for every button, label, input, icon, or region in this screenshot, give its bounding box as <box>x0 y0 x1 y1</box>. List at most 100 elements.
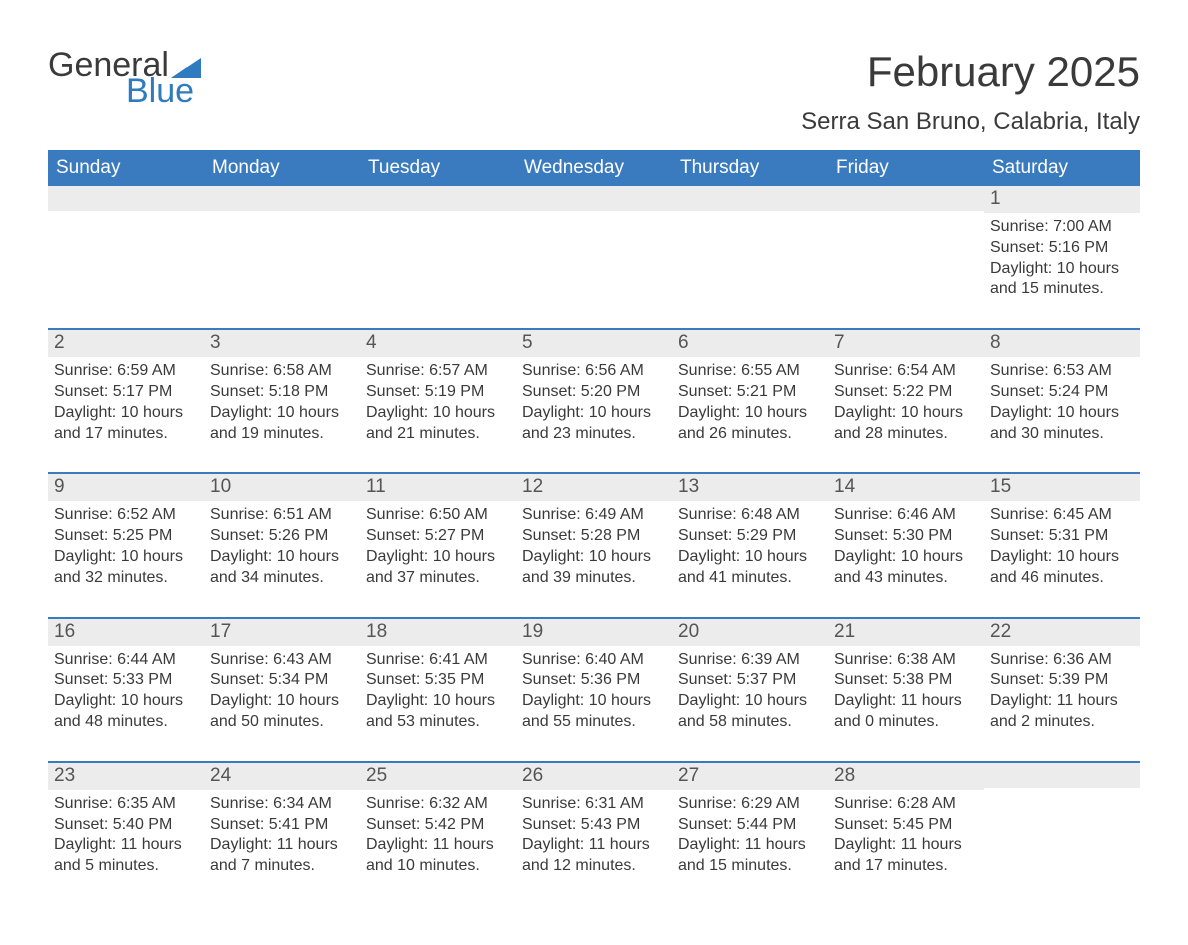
day-cell: 28Sunrise: 6:28 AMSunset: 5:45 PMDayligh… <box>828 763 984 905</box>
sunrise-line: Sunrise: 6:46 AM <box>834 505 978 526</box>
day-cell: 5Sunrise: 6:56 AMSunset: 5:20 PMDaylight… <box>516 330 672 472</box>
day-body: Sunrise: 6:29 AMSunset: 5:44 PMDaylight:… <box>672 790 828 877</box>
day-body: Sunrise: 6:50 AMSunset: 5:27 PMDaylight:… <box>360 501 516 588</box>
daylight-line-1: Daylight: 10 hours <box>678 403 822 424</box>
daylight-line-1: Daylight: 11 hours <box>366 835 510 856</box>
daylight-line-2: and 15 minutes. <box>990 279 1134 300</box>
header-row: General Blue February 2025 Serra San Bru… <box>48 48 1140 136</box>
day-body: Sunrise: 6:43 AMSunset: 5:34 PMDaylight:… <box>204 646 360 733</box>
day-cell <box>984 763 1140 905</box>
daylight-line-1: Daylight: 10 hours <box>522 403 666 424</box>
daylight-line-2: and 15 minutes. <box>678 856 822 877</box>
day-cell <box>828 186 984 328</box>
sunset-line: Sunset: 5:16 PM <box>990 238 1134 259</box>
month-title: February 2025 <box>801 48 1140 96</box>
day-number: 19 <box>516 619 672 646</box>
sunset-line: Sunset: 5:36 PM <box>522 670 666 691</box>
sunrise-line: Sunrise: 6:59 AM <box>54 361 198 382</box>
day-cell <box>516 186 672 328</box>
sunrise-line: Sunrise: 6:45 AM <box>990 505 1134 526</box>
day-number: 10 <box>204 474 360 501</box>
day-cell: 12Sunrise: 6:49 AMSunset: 5:28 PMDayligh… <box>516 474 672 616</box>
week-row: 23Sunrise: 6:35 AMSunset: 5:40 PMDayligh… <box>48 761 1140 905</box>
daylight-line-2: and 34 minutes. <box>210 568 354 589</box>
weekday-label: Saturday <box>984 151 1140 186</box>
sunset-line: Sunset: 5:29 PM <box>678 526 822 547</box>
daylight-line-2: and 23 minutes. <box>522 424 666 445</box>
day-body <box>672 211 828 215</box>
daylight-line-1: Daylight: 11 hours <box>522 835 666 856</box>
weekday-label: Wednesday <box>516 151 672 186</box>
daylight-line-1: Daylight: 10 hours <box>366 403 510 424</box>
sunset-line: Sunset: 5:24 PM <box>990 382 1134 403</box>
day-number: 2 <box>48 330 204 357</box>
sunset-line: Sunset: 5:20 PM <box>522 382 666 403</box>
day-body: Sunrise: 6:32 AMSunset: 5:42 PMDaylight:… <box>360 790 516 877</box>
daylight-line-1: Daylight: 10 hours <box>54 547 198 568</box>
day-body: Sunrise: 6:55 AMSunset: 5:21 PMDaylight:… <box>672 357 828 444</box>
daylight-line-2: and 55 minutes. <box>522 712 666 733</box>
daylight-line-1: Daylight: 10 hours <box>54 403 198 424</box>
day-number: 3 <box>204 330 360 357</box>
daylight-line-2: and 50 minutes. <box>210 712 354 733</box>
day-body: Sunrise: 6:56 AMSunset: 5:20 PMDaylight:… <box>516 357 672 444</box>
sunset-line: Sunset: 5:18 PM <box>210 382 354 403</box>
day-cell <box>204 186 360 328</box>
day-number: 7 <box>828 330 984 357</box>
weekday-label: Thursday <box>672 151 828 186</box>
sunset-line: Sunset: 5:21 PM <box>678 382 822 403</box>
sunset-line: Sunset: 5:22 PM <box>834 382 978 403</box>
day-cell: 27Sunrise: 6:29 AMSunset: 5:44 PMDayligh… <box>672 763 828 905</box>
daylight-line-1: Daylight: 10 hours <box>990 259 1134 280</box>
day-body: Sunrise: 6:38 AMSunset: 5:38 PMDaylight:… <box>828 646 984 733</box>
day-body: Sunrise: 6:40 AMSunset: 5:36 PMDaylight:… <box>516 646 672 733</box>
day-number: 4 <box>360 330 516 357</box>
day-body: Sunrise: 6:52 AMSunset: 5:25 PMDaylight:… <box>48 501 204 588</box>
daylight-line-2: and 46 minutes. <box>990 568 1134 589</box>
sunrise-line: Sunrise: 6:56 AM <box>522 361 666 382</box>
day-cell: 2Sunrise: 6:59 AMSunset: 5:17 PMDaylight… <box>48 330 204 472</box>
sunset-line: Sunset: 5:41 PM <box>210 815 354 836</box>
daylight-line-1: Daylight: 11 hours <box>990 691 1134 712</box>
daylight-line-2: and 39 minutes. <box>522 568 666 589</box>
sunrise-line: Sunrise: 7:00 AM <box>990 217 1134 238</box>
day-cell: 11Sunrise: 6:50 AMSunset: 5:27 PMDayligh… <box>360 474 516 616</box>
day-number: 23 <box>48 763 204 790</box>
day-number <box>48 186 204 211</box>
daylight-line-1: Daylight: 10 hours <box>366 691 510 712</box>
calendar: Sunday Monday Tuesday Wednesday Thursday… <box>48 150 1140 905</box>
day-number: 22 <box>984 619 1140 646</box>
sunrise-line: Sunrise: 6:41 AM <box>366 650 510 671</box>
day-number: 24 <box>204 763 360 790</box>
daylight-line-1: Daylight: 10 hours <box>834 403 978 424</box>
sunrise-line: Sunrise: 6:48 AM <box>678 505 822 526</box>
day-number: 12 <box>516 474 672 501</box>
day-body: Sunrise: 6:41 AMSunset: 5:35 PMDaylight:… <box>360 646 516 733</box>
day-number: 27 <box>672 763 828 790</box>
daylight-line-2: and 43 minutes. <box>834 568 978 589</box>
sunset-line: Sunset: 5:28 PM <box>522 526 666 547</box>
day-cell: 15Sunrise: 6:45 AMSunset: 5:31 PMDayligh… <box>984 474 1140 616</box>
daylight-line-1: Daylight: 10 hours <box>54 691 198 712</box>
daylight-line-2: and 19 minutes. <box>210 424 354 445</box>
sunset-line: Sunset: 5:34 PM <box>210 670 354 691</box>
day-body: Sunrise: 6:59 AMSunset: 5:17 PMDaylight:… <box>48 357 204 444</box>
day-number: 26 <box>516 763 672 790</box>
day-cell <box>360 186 516 328</box>
day-body: Sunrise: 6:48 AMSunset: 5:29 PMDaylight:… <box>672 501 828 588</box>
sunrise-line: Sunrise: 6:43 AM <box>210 650 354 671</box>
day-number: 15 <box>984 474 1140 501</box>
daylight-line-2: and 37 minutes. <box>366 568 510 589</box>
daylight-line-1: Daylight: 11 hours <box>834 691 978 712</box>
logo-text-blue: Blue <box>126 74 201 108</box>
day-cell: 3 Sunrise: 6:58 AMSunset: 5:18 PMDaylight… <box>204 330 360 472</box>
daylight-line-1: Daylight: 10 hours <box>210 403 354 424</box>
day-cell: 10Sunrise: 6:51 AMSunset: 5:26 PMDayligh… <box>204 474 360 616</box>
week-row: 9Sunrise: 6:52 AMSunset: 5:25 PMDaylight… <box>48 472 1140 616</box>
week-row: 1Sunrise: 7:00 AMSunset: 5:16 PMDaylight… <box>48 186 1140 328</box>
daylight-line-2: and 26 minutes. <box>678 424 822 445</box>
day-number: 5 <box>516 330 672 357</box>
sunrise-line: Sunrise: 6:31 AM <box>522 794 666 815</box>
sunrise-line: Sunrise: 6:58 AM <box>210 361 354 382</box>
daylight-line-2: and 32 minutes. <box>54 568 198 589</box>
